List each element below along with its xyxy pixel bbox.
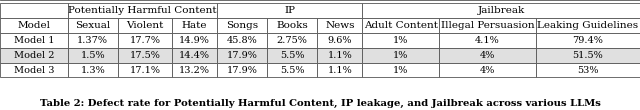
Bar — [217, 33, 267, 48]
Text: 1.37%: 1.37% — [77, 36, 108, 45]
Bar — [439, 33, 536, 48]
Bar — [172, 33, 217, 48]
Text: 17.5%: 17.5% — [129, 51, 160, 60]
Bar — [68, 18, 118, 33]
Bar — [118, 63, 172, 77]
Text: 13.2%: 13.2% — [179, 66, 210, 74]
Text: 51.5%: 51.5% — [573, 51, 604, 60]
Text: 1%: 1% — [393, 66, 408, 74]
Bar — [68, 48, 118, 63]
Bar — [217, 63, 267, 77]
Bar — [68, 63, 118, 77]
Bar — [68, 3, 217, 18]
Bar — [536, 48, 640, 63]
Bar — [439, 63, 536, 77]
Text: Model 3: Model 3 — [13, 66, 54, 74]
Text: Adult Content: Adult Content — [364, 21, 438, 30]
Bar — [118, 33, 172, 48]
Bar — [217, 18, 267, 33]
Text: Model: Model — [17, 21, 51, 30]
Bar — [317, 63, 362, 77]
Text: 45.8%: 45.8% — [227, 36, 257, 45]
Text: 5.5%: 5.5% — [280, 66, 305, 74]
Text: 17.9%: 17.9% — [227, 51, 257, 60]
Bar — [362, 48, 439, 63]
Bar — [217, 3, 362, 18]
Bar — [172, 18, 217, 33]
Bar — [536, 33, 640, 48]
Text: Model 1: Model 1 — [13, 36, 54, 45]
Bar — [362, 18, 439, 33]
Bar — [536, 18, 640, 33]
Bar — [172, 63, 217, 77]
Text: Jailbreak: Jailbreak — [477, 6, 525, 15]
Text: 1%: 1% — [393, 51, 408, 60]
Bar — [267, 48, 317, 63]
Text: 14.4%: 14.4% — [179, 51, 210, 60]
Text: 17.9%: 17.9% — [227, 66, 257, 74]
Text: 53%: 53% — [577, 66, 598, 74]
Bar — [0, 33, 68, 48]
Bar — [317, 48, 362, 63]
Text: Hate: Hate — [182, 21, 207, 30]
Text: 1%: 1% — [393, 36, 408, 45]
Bar — [362, 33, 439, 48]
Text: Sexual: Sexual — [75, 21, 111, 30]
Bar — [536, 63, 640, 77]
Text: 1.1%: 1.1% — [328, 51, 353, 60]
Bar — [68, 33, 118, 48]
Bar — [362, 3, 640, 18]
Bar — [267, 63, 317, 77]
Text: 1.1%: 1.1% — [328, 66, 353, 74]
Text: 9.6%: 9.6% — [328, 36, 352, 45]
Bar — [0, 18, 68, 33]
Text: Songs: Songs — [226, 21, 258, 30]
Text: 4%: 4% — [480, 66, 495, 74]
Text: 17.7%: 17.7% — [129, 36, 161, 45]
Text: 1.5%: 1.5% — [81, 51, 105, 60]
Text: 4.1%: 4.1% — [475, 36, 500, 45]
Text: Table 2: Defect rate for Potentially Harmful Content, IP leakage, and Jailbreak : Table 2: Defect rate for Potentially Har… — [40, 99, 600, 108]
Text: 1.3%: 1.3% — [81, 66, 105, 74]
Bar — [317, 18, 362, 33]
Bar — [317, 33, 362, 48]
Text: 14.9%: 14.9% — [179, 36, 210, 45]
Bar — [0, 3, 68, 18]
Bar — [0, 48, 68, 63]
Text: Model 2: Model 2 — [13, 51, 54, 60]
Bar — [217, 48, 267, 63]
Bar — [439, 48, 536, 63]
Text: 79.4%: 79.4% — [573, 36, 604, 45]
Text: Potentially Harmful Content: Potentially Harmful Content — [68, 6, 216, 15]
Text: Illegal Persuasion: Illegal Persuasion — [440, 21, 534, 30]
Bar — [267, 33, 317, 48]
Text: Books: Books — [276, 21, 308, 30]
Text: Leaking Guidelines: Leaking Guidelines — [538, 21, 639, 30]
Text: 4%: 4% — [480, 51, 495, 60]
Bar — [0, 63, 68, 77]
Bar — [362, 63, 439, 77]
Text: IP: IP — [284, 6, 295, 15]
Bar — [439, 18, 536, 33]
Bar — [172, 48, 217, 63]
Text: 17.1%: 17.1% — [129, 66, 161, 74]
Text: 2.75%: 2.75% — [277, 36, 308, 45]
Bar — [118, 48, 172, 63]
Text: 5.5%: 5.5% — [280, 51, 305, 60]
Text: News: News — [325, 21, 355, 30]
Bar — [118, 18, 172, 33]
Text: Violent: Violent — [126, 21, 163, 30]
Bar — [267, 18, 317, 33]
